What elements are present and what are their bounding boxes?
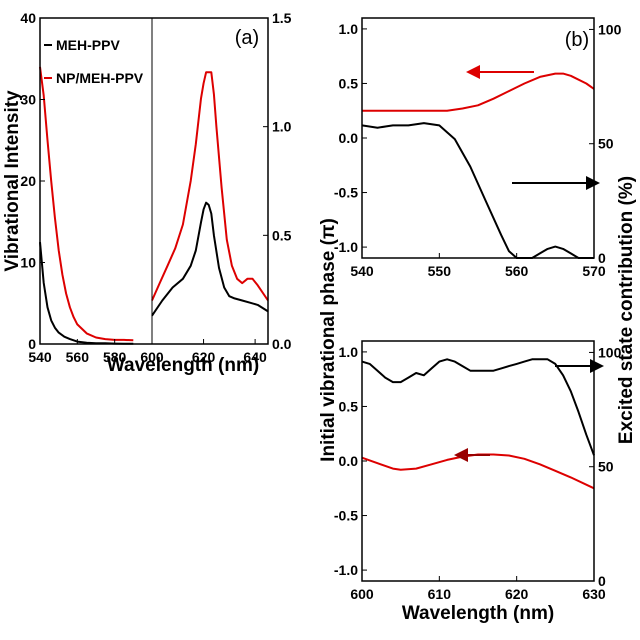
panel-a-left-ytick-10: 10 — [20, 255, 36, 271]
panel-a-left-ytick-0: 0 — [28, 336, 36, 352]
arrow-to-left-axis — [466, 65, 534, 79]
panel-b-bottom-ytick-right-100: 100 — [598, 344, 622, 360]
panel-a-right-ytick-0-5: 0.5 — [272, 227, 292, 243]
panel-a-left-ytick-20: 20 — [20, 173, 36, 189]
panel-a-xtick-560: 560 — [66, 349, 90, 365]
panel-a-ticks: 0 10 20 30 40 540 560 580 600 0.0 0.5 1.0 1.5 620 640 — [20, 10, 291, 365]
panel-b-bottom-ytick-right-0: 0 — [598, 573, 606, 589]
panel-b-top-xtick-570: 570 — [582, 263, 606, 279]
panel-b-bottom-ytick-1-0: -1.0 — [334, 562, 358, 578]
panel-b-bottom-xtick-630: 630 — [582, 586, 606, 602]
panel-b-bottom-phase-line — [361, 453, 595, 490]
panel-a-xtick-620: 620 — [192, 349, 216, 365]
panel-a-xtick-540: 540 — [28, 349, 52, 365]
panel-a-xtick-580: 580 — [103, 349, 127, 365]
arrow-to-left-axis-bottom — [454, 448, 490, 462]
panel-b-xlabel: Wavelength (nm) — [402, 603, 554, 624]
panel-b-top-ytick-right-50: 50 — [598, 136, 614, 152]
legend-label-np-meh-ppv: NP/MEH-PPV — [56, 70, 144, 86]
panel-b-top-xtick-540: 540 — [350, 263, 374, 279]
panel-b-top-plot-lines — [361, 72, 595, 259]
panel-b-bottom-ytick-0-5: -0.5 — [334, 508, 358, 524]
panel-b-bottom-xtick-620: 620 — [505, 586, 529, 602]
panel-b-bottom-xtick-600: 600 — [350, 586, 374, 602]
panel-b-bottom: 1.0 0.5 0.0 -0.5 -1.0 100 50 0 600 610 620 630 Wave… — [334, 340, 622, 624]
panel-a-ylabel: Vibrational Intensity — [2, 90, 23, 272]
panel-b-top-excited-state-contribution-line — [361, 122, 594, 259]
panel-b-top-ytick-1-0: 1.0 — [339, 21, 359, 37]
arrow-to-right-axis-bottom — [555, 359, 604, 373]
panel-a-right-ytick-0-0: 0.0 — [272, 336, 292, 352]
panel-b-bottom-xtick-610: 610 — [428, 586, 452, 602]
panel-a-left-np-meh-ppv-line — [39, 66, 134, 342]
panel-a-xtick-600: 600 — [140, 349, 164, 365]
panel-a-right-plot-lines — [151, 71, 269, 317]
panel-b-top-ytick-1-0: -1.0 — [334, 239, 358, 255]
panel-a-right-meh-ppv-line — [151, 201, 269, 317]
panel-b-top: 1.0 0.5 0.0 -0.5 -1.0 100 50 0 540 550 560 570 (b) — [334, 17, 622, 279]
panel-a-xlabel: Wavelength (nm) — [107, 355, 259, 376]
panel-a-right-ytick-1-0: 1.0 — [272, 119, 292, 135]
panel-a-left-meh-ppv-line — [39, 242, 134, 345]
panel-a-xtick-640: 640 — [243, 349, 267, 365]
panel-b-bottom-ytick-right-50: 50 — [598, 459, 614, 475]
panel-a-right-ytick-1-5: 1.5 — [272, 10, 292, 26]
panel-a-right-np-meh-ppv-line — [151, 71, 269, 302]
panel-a-label: (a) — [235, 27, 259, 49]
panel-b-bottom-ticks: 1.0 0.5 0.0 -0.5 -1.0 100 50 0 600 610 620 630 — [334, 344, 622, 602]
panel-b-top-frame — [361, 17, 595, 259]
panel-a-left-ytick-40: 40 — [20, 10, 36, 26]
panel-b-top-ytick-right-0: 0 — [598, 250, 606, 266]
panel-b-bottom-ytick-1-0: 1.0 — [339, 344, 359, 360]
arrow-to-right-axis — [512, 176, 600, 190]
legend-label-meh-ppv: MEH-PPV — [56, 37, 120, 53]
panel-b-top-ytick-0-0: 0.0 — [339, 130, 359, 146]
shared-right-ylabel: Excited state contribution (%) — [616, 176, 637, 444]
panel-b-top-ytick-0-5: -0.5 — [334, 185, 358, 201]
panel-a-legend: MEH-PPV NP/MEH-PPV — [44, 37, 144, 86]
panel-b-label: (b) — [565, 29, 589, 51]
panel-a-left-plot-lines — [39, 66, 134, 345]
panel-b-top-ticks: 1.0 0.5 0.0 -0.5 -1.0 100 50 0 540 550 560 570 — [334, 21, 622, 279]
panel-b-top-xtick-560: 560 — [505, 263, 529, 279]
shared-left-ylabel: Initial vibrational phase (π) — [318, 218, 339, 462]
panel-b-top-phase-line — [362, 72, 595, 112]
panel-a-left-ytick-30: 30 — [20, 92, 36, 108]
panel-b-top-ytick-0-5: 0.5 — [339, 75, 359, 91]
panel-b-bottom-ytick-0-0: 0.0 — [339, 453, 359, 469]
panel-b-bottom-ytick-0-5: 0.5 — [339, 398, 359, 414]
panel-b-bottom-plot-lines — [361, 358, 595, 490]
panel-b-bottom-excited-state-contribution-line — [361, 358, 595, 456]
panel-b-top-ytick-right-100: 100 — [598, 21, 622, 37]
panel-b-top-xtick-550: 550 — [428, 263, 452, 279]
panel-b-bottom-frame — [361, 340, 595, 582]
